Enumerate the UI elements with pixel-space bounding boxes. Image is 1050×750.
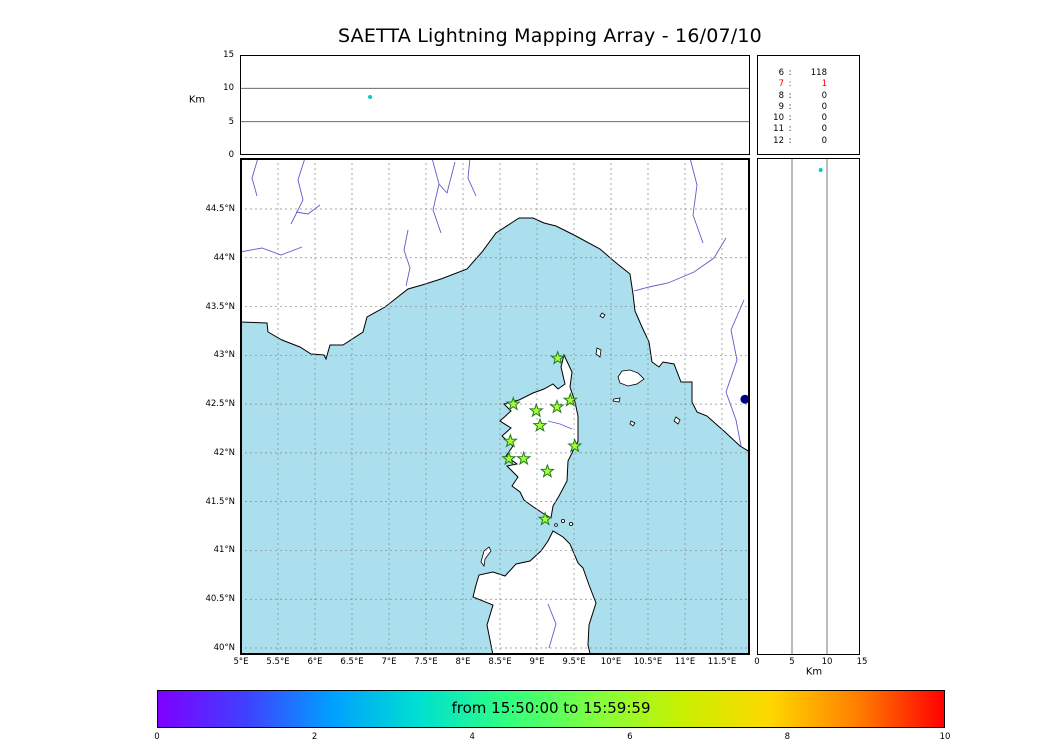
longitude-tick-label: 8.5°E [488, 657, 512, 667]
station-marker [550, 350, 566, 365]
longitude-tick-label: 9.5°E [562, 657, 586, 667]
km-tick-label: 15 [856, 657, 868, 667]
longitude-tick-label: 6°E [307, 657, 323, 667]
sardinia [472, 530, 597, 655]
colorbar-tick-label: 10 [939, 732, 951, 742]
alt-axis-tick-label: 0 [228, 150, 234, 160]
longitude-tick-label: 9°E [529, 657, 545, 667]
latitude-tick-label: 42°N [213, 447, 235, 458]
km-tick-label: 10 [821, 657, 833, 667]
latitude-tick-label: 41°N [213, 545, 235, 556]
station-marker [539, 463, 555, 478]
station-stats-panel: 6:118 7:1 8:0 9:0 10:0 11:0 12:0 [757, 55, 860, 155]
latitude-tick-label: 41.5°N [205, 496, 235, 507]
latitude-tick-label: 43°N [213, 350, 235, 361]
colorbar-tick-label: 0 [154, 732, 160, 742]
alt-axis-tick-label: 15 [223, 50, 234, 60]
capraia-island [595, 347, 602, 358]
longitude-tick-label: 5°E [233, 657, 249, 667]
station-marker [549, 398, 565, 414]
station-count-row: 9:0 [778, 101, 827, 112]
longitude-tick-label: 6.5°E [340, 657, 364, 667]
longitude-tick-label: 7°E [381, 657, 397, 667]
pianosa-island [612, 397, 621, 403]
alt-axis-tick-label: 10 [223, 83, 234, 94]
latitude-tick-label: 42.5°N [205, 399, 235, 410]
map-panel [240, 158, 750, 655]
time-colorbar: from 15:50:00 to 15:59:59 [157, 690, 945, 728]
station-count-row: 6:118 [778, 68, 827, 78]
station-marker [567, 438, 583, 453]
station-marker [501, 450, 517, 466]
longitude-tick-label: 10°E [600, 657, 622, 667]
colorbar-tick-label: 2 [311, 732, 318, 742]
station-count-row: 11:0 [773, 124, 827, 135]
station-marker [537, 511, 553, 526]
giglio-island [673, 416, 681, 425]
station-marker [505, 396, 521, 411]
lightning-source-alt-lat [818, 167, 823, 172]
station-marker [502, 433, 518, 448]
station-count-row: 8:0 [778, 90, 827, 101]
latitude-tick-label: 44.5°N [205, 203, 235, 214]
mainland-coast [240, 158, 750, 453]
asinara-island [480, 546, 492, 568]
latitude-tick-label: 40°N [213, 643, 235, 653]
colorbar-tick-label: 6 [627, 732, 633, 742]
km-tick-label: 5 [789, 657, 795, 667]
longitude-tick-label: 11°E [674, 657, 696, 667]
station-count-row: 7:1 [778, 79, 827, 90]
alt-time-ylabel: Km [188, 94, 206, 106]
alt-axis-tick-label: 5 [228, 116, 234, 127]
latitude-tick-label: 43.5°N [205, 301, 235, 312]
lightning-source-alt-time [368, 95, 373, 99]
maddalena-islet [569, 522, 574, 527]
station-marker [532, 417, 548, 433]
longitude-tick-label: 7.5°E [414, 657, 438, 667]
station-marker [528, 402, 544, 418]
gorgona-island [599, 312, 606, 319]
rivers [240, 158, 745, 649]
station-stats-rows: 6:118 7:1 8:0 9:0 10:0 11:0 12:0 [758, 68, 859, 147]
elba-island [617, 369, 645, 387]
longitude-tick-label: 5.5°E [266, 657, 290, 667]
colorbar-tick-label: 8 [784, 732, 791, 742]
station-count-row: 12:0 [773, 135, 827, 146]
station-marker [516, 450, 532, 466]
montecristo-island [629, 420, 636, 427]
colorbar-gradient [158, 691, 944, 727]
latitude-tick-label: 40.5°N [205, 594, 235, 605]
km-tick-label: 0 [754, 657, 760, 667]
alt-lat-panel [791, 158, 828, 655]
station-marker [562, 392, 578, 407]
latitude-tick-label: 44°N [213, 252, 235, 263]
alt-time-panel [240, 87, 750, 123]
maddalena-islet [561, 519, 566, 524]
colorbar-label: from 15:50:00 to 15:59:59 [451, 699, 651, 717]
colorbar-tick-label: 4 [469, 732, 475, 742]
figure-title: SAETTA Lightning Mapping Array - 16/07/1… [338, 25, 762, 47]
lightning-source-map [740, 394, 750, 404]
corsica [499, 353, 579, 519]
longitude-tick-label: 10.5°E [633, 657, 663, 667]
station-count-row: 10:0 [773, 113, 827, 124]
maddalena-islet [554, 523, 558, 527]
longitude-tick-label: 11.5°E [707, 657, 737, 667]
alt-lat-xlabel: Km [805, 666, 823, 678]
longitude-tick-label: 8°E [455, 657, 471, 667]
